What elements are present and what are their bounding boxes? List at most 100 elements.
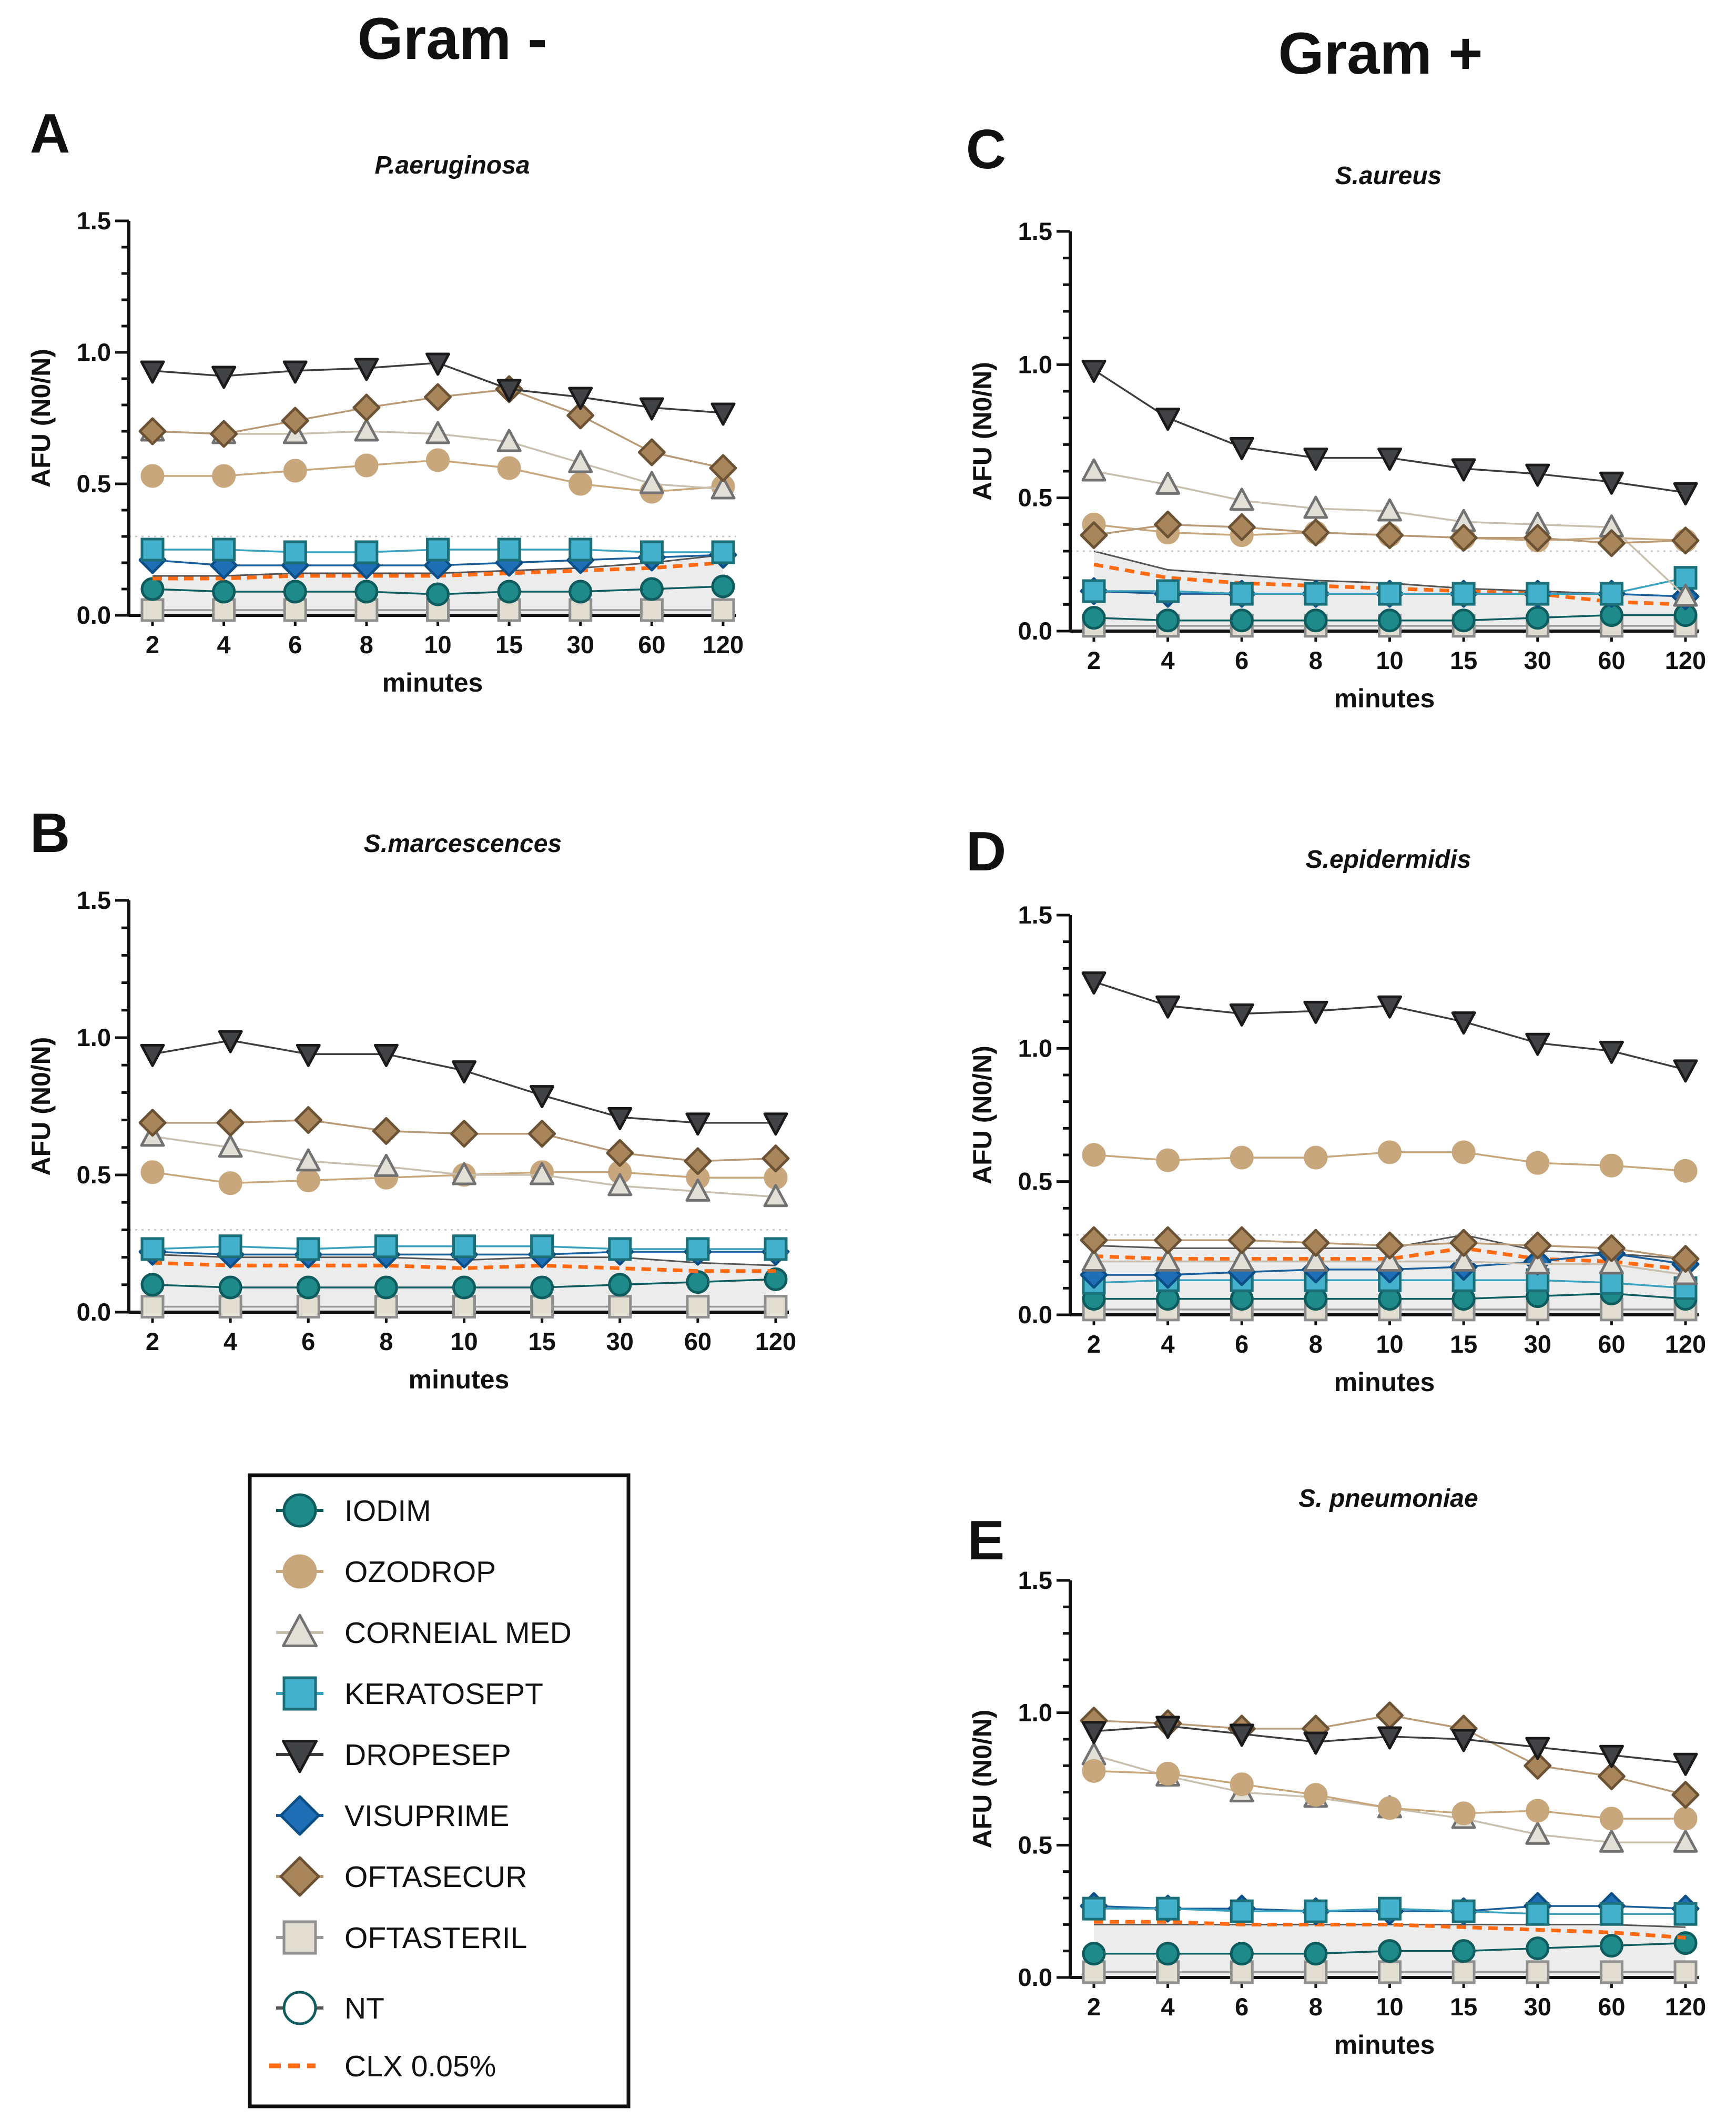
panel-b-ytick-label: 1.5 bbox=[77, 886, 111, 914]
panel-c-keratosept-point bbox=[1526, 582, 1550, 606]
panel-e-xlabel: minutes bbox=[1334, 2030, 1435, 2060]
panel-b-title: S.marcescences bbox=[364, 830, 562, 858]
panel-a-dropesep-point bbox=[354, 358, 379, 381]
panel-d-dropesep-line bbox=[1093, 981, 1686, 1071]
legend-oftasecur-label: OFTASECUR bbox=[344, 1860, 527, 1894]
panel-e-oftasteril-point bbox=[1378, 1960, 1402, 1984]
panel-d-ytick-label: 1.5 bbox=[1018, 901, 1052, 929]
panel-c-xtick-label: 2 bbox=[1087, 646, 1101, 674]
panel-e-iodim-point bbox=[1304, 1942, 1328, 1966]
panel-b-oftasteril-point bbox=[686, 1295, 710, 1319]
panel-e-oftasecur-point bbox=[1376, 1701, 1404, 1730]
panel-c-corneial-point bbox=[1673, 583, 1698, 607]
panel-c-iodim-point bbox=[1082, 606, 1106, 630]
panel-b-ozodrop-point bbox=[140, 1160, 165, 1184]
legend-corneial-marker bbox=[282, 1614, 318, 1647]
panel-a-oftasteril-point bbox=[639, 598, 664, 622]
panel-c-corneial-point bbox=[1229, 488, 1254, 511]
panel-a-keratosept-point bbox=[212, 537, 236, 562]
panel-e-xtick-label: 60 bbox=[1598, 1993, 1625, 2021]
panel-b-oftasteril-point bbox=[764, 1295, 788, 1319]
panel-d-series-ozodrop bbox=[1082, 1140, 1698, 1183]
panel-e-keratosept-point bbox=[1378, 1896, 1402, 1921]
panel-b-corneial-point bbox=[530, 1162, 555, 1185]
panel-c-corneial-point bbox=[1081, 458, 1106, 482]
panel-a-xtick-label: 10 bbox=[424, 631, 451, 658]
panel-c-dropesep-point bbox=[1673, 482, 1698, 506]
legend-keratosept-label: KERATOSEPT bbox=[344, 1677, 543, 1711]
panel-e-dropesep-point bbox=[1377, 1726, 1402, 1750]
panel-b-iodim-point bbox=[686, 1270, 710, 1294]
panel-d-letter: D bbox=[966, 820, 1007, 883]
legend-ozodrop-marker bbox=[282, 1554, 317, 1589]
panel-c-keratosept-point bbox=[1451, 582, 1476, 606]
panel-b-iodim-point bbox=[140, 1273, 165, 1297]
legend-oftasteril-marker bbox=[282, 1920, 317, 1955]
panel-a-title: P.aeruginosa bbox=[374, 151, 530, 179]
panel-c-clx-line bbox=[1093, 562, 1686, 606]
panel-e-ozodrop-point bbox=[1673, 1807, 1698, 1831]
legend-corneial-label: CORNEIAL MED bbox=[344, 1616, 572, 1650]
panel-a-oftasecur-point bbox=[709, 454, 737, 482]
panel-a-corneial-point bbox=[425, 421, 450, 444]
panel-e-xtick-label: 10 bbox=[1376, 1993, 1403, 2021]
panel-e-dropesep-point bbox=[1673, 1752, 1698, 1776]
legend-item-iodim: IODIM bbox=[276, 1493, 431, 1528]
panel-d-ozodrop-point bbox=[1599, 1153, 1623, 1178]
legend-dropesep-label: DROPESEP bbox=[344, 1738, 511, 1772]
panel-e-oftasecur-point bbox=[1671, 1781, 1700, 1809]
panel-a-xtick-label: 2 bbox=[146, 631, 159, 658]
panel-d-corneial-point bbox=[1155, 1249, 1181, 1272]
panel-d-dropesep-point bbox=[1599, 1040, 1624, 1064]
panel-d-ozodrop-point bbox=[1156, 1148, 1180, 1172]
panel-c-xtick-label: 15 bbox=[1450, 646, 1477, 674]
panel-a-oftasecur-point bbox=[566, 401, 595, 430]
panel-d-ozodrop-point bbox=[1082, 1143, 1106, 1167]
panel-a-iodim-point bbox=[354, 580, 379, 604]
panel-a-iodim-point bbox=[497, 580, 521, 604]
panel-d-series-clx bbox=[1093, 1246, 1686, 1272]
panel-c-xtick-label: 30 bbox=[1524, 646, 1551, 674]
panel-b-oftasteril-point bbox=[374, 1295, 398, 1319]
panel-d-oftasecur-point bbox=[1376, 1231, 1404, 1260]
panel-d-oftasecur-point bbox=[1449, 1229, 1478, 1257]
panel-d-xtick-label: 2 bbox=[1087, 1330, 1101, 1358]
panel-c-keratosept-point bbox=[1378, 582, 1402, 606]
panel-d-dropesep-point bbox=[1377, 995, 1402, 1019]
panel-e-iodim-point bbox=[1230, 1942, 1254, 1966]
panel-a-xtick-label: 4 bbox=[217, 631, 231, 658]
panel-b-xtick-label: 15 bbox=[528, 1327, 555, 1355]
panel-e-clx-line bbox=[1094, 1920, 1686, 1940]
panel-e-series-ozodrop bbox=[1082, 1759, 1698, 1831]
panel-e-corneial-point bbox=[1525, 1821, 1550, 1845]
panel-a-ozodrop-point bbox=[354, 453, 379, 478]
panel-e-dropesep-point bbox=[1525, 1737, 1550, 1760]
legend-item-clx: CLX 0.05% bbox=[269, 2050, 496, 2083]
panel-a-ozodrop-point bbox=[426, 448, 450, 472]
legend-item-ozodrop: OZODROP bbox=[276, 1554, 496, 1589]
panel-b-series-keratosept bbox=[140, 1234, 788, 1261]
panel-a-dropesep-point bbox=[282, 360, 308, 384]
panel-e-xtick-label: 15 bbox=[1450, 1993, 1477, 2021]
panel-d-ytick-label: 1.0 bbox=[1018, 1034, 1052, 1062]
panel-b-corneial-point bbox=[685, 1178, 710, 1202]
panel-b-corneial-point bbox=[763, 1184, 788, 1208]
panel-a-ozodrop-point bbox=[283, 459, 307, 483]
panel-e-series-clx bbox=[1094, 1920, 1686, 1940]
panel-d-ozodrop-point bbox=[1451, 1140, 1476, 1164]
panel-a-oftasecur-point bbox=[281, 407, 309, 435]
panel-e-ytick-label: 1.0 bbox=[1018, 1699, 1052, 1727]
panel-b-series-oftasteril bbox=[140, 1295, 788, 1319]
panel-d-clx-line bbox=[1093, 1246, 1686, 1272]
panel-e-dropesep-point bbox=[1303, 1731, 1328, 1755]
panel-b-keratosept-point bbox=[686, 1237, 710, 1261]
panel-b-iodim-point bbox=[530, 1275, 554, 1300]
panel-c-xtick-label: 8 bbox=[1309, 646, 1323, 674]
panel-b-oftasteril-point bbox=[140, 1295, 165, 1319]
panel-d-dropesep-point bbox=[1155, 995, 1181, 1019]
panel-d-ozodrop-point bbox=[1378, 1140, 1402, 1164]
panel-d-xtick-label: 30 bbox=[1524, 1330, 1551, 1358]
panel-e-keratosept-point bbox=[1599, 1902, 1623, 1926]
panel-c-iodim-point bbox=[1304, 608, 1328, 633]
panel-a-xtick-label: 6 bbox=[288, 631, 302, 658]
